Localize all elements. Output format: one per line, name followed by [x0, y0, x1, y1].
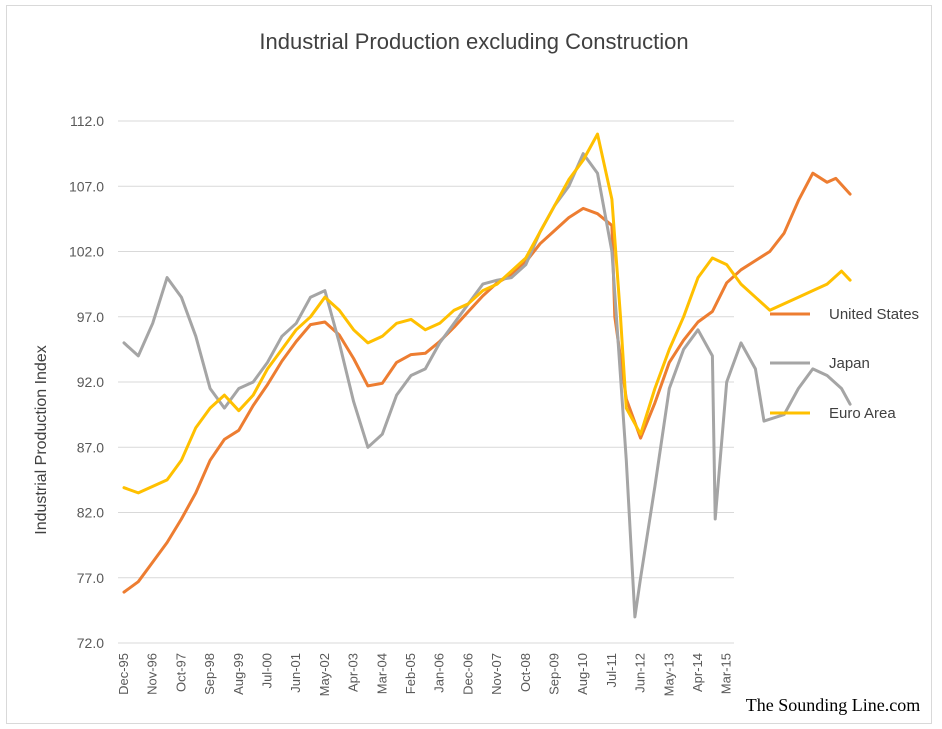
x-tick-label: Apr-03: [346, 653, 361, 692]
y-tick-label: 82.0: [77, 505, 104, 521]
watermark-text: The Sounding Line.com: [746, 695, 920, 715]
x-tick-label: May-02: [317, 653, 332, 696]
legend-label: United States: [829, 306, 919, 323]
x-tick-label: Aug-10: [575, 653, 590, 695]
y-tick-label: 112.0: [70, 113, 104, 129]
chart-title: Industrial Production excluding Construc…: [259, 29, 688, 54]
x-tick-label: Oct-08: [518, 653, 533, 692]
x-tick-label: May-13: [661, 653, 676, 696]
x-tick-label: Aug-99: [231, 653, 246, 695]
legend-label: Japan: [829, 355, 870, 372]
x-tick-label: Sep-09: [547, 653, 562, 695]
legend: United States Japan Euro Area: [770, 306, 919, 422]
x-tick-label: Jul-11: [604, 653, 619, 687]
x-tick-label: Jan-06: [432, 653, 447, 693]
x-tick-label: Dec-95: [116, 653, 131, 695]
series-lines: [122, 132, 852, 619]
legend-label: Euro Area: [829, 405, 896, 422]
x-tick-label: Sep-98: [202, 653, 217, 695]
gridlines: [118, 120, 734, 644]
x-tick-label: Jul-00: [260, 653, 275, 688]
x-tick-label: Jun-12: [633, 653, 648, 693]
x-tick-label: Oct-97: [173, 653, 188, 692]
x-tick-label: Mar-15: [719, 653, 734, 694]
y-tick-label: 77.0: [77, 570, 104, 586]
x-tick-label: Mar-04: [374, 653, 389, 694]
x-tick-label: Apr-14: [690, 653, 705, 692]
y-tick-label: 72.0: [77, 635, 104, 651]
x-axis-ticks: Dec-95 Nov-96 Oct-97 Sep-98 Aug-99 Jul-00 Jun-…: [116, 653, 734, 696]
y-axis-label: Industrial Production Index: [33, 345, 50, 534]
x-tick-label: Jun-01: [288, 653, 303, 693]
series-line-japan: [122, 152, 852, 619]
x-tick-label: Feb-05: [403, 653, 418, 694]
y-tick-label: 92.0: [77, 374, 104, 390]
y-tick-label: 87.0: [77, 439, 104, 455]
y-axis-ticks: 112.0 107.0 102.0 97.0 92.0 87.0 82.0 77.0 72.0: [69, 113, 104, 651]
x-tick-label: Nov-96: [145, 653, 160, 695]
x-tick-label: Nov-07: [489, 653, 504, 695]
y-tick-label: 97.0: [77, 309, 104, 325]
series-line-euro-area: [122, 132, 852, 495]
y-tick-label: 107.0: [69, 178, 104, 194]
series-line-united-states: [122, 171, 852, 594]
y-tick-label: 102.0: [69, 244, 104, 260]
x-tick-label: Dec-06: [460, 653, 475, 695]
